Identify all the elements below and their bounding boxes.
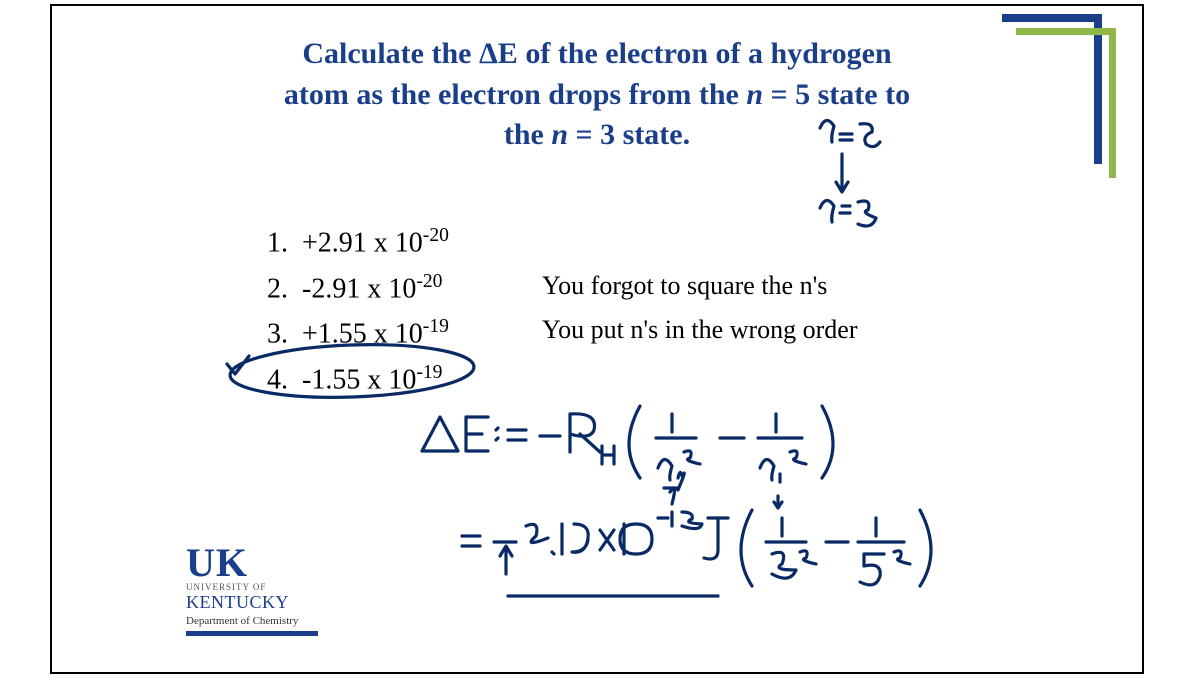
- q-line2-pre: atom as the electron drops from the: [284, 78, 746, 111]
- logo-bar: [186, 631, 318, 636]
- q-line3-pre: the: [504, 118, 552, 151]
- q-line3-post: = 3 state.: [568, 118, 690, 151]
- logo-ky: KENTUCKY: [186, 592, 318, 613]
- q-n1: n: [746, 78, 763, 111]
- uk-logo: UK UNIVERSITY OF KENTUCKY Department of …: [186, 539, 318, 636]
- corner-accent: [1004, 14, 1124, 174]
- answer-1: 1. +2.91 x 10-20: [267, 221, 449, 265]
- q-n2: n: [551, 118, 568, 151]
- answer-list: 1. +2.91 x 10-20 2. -2.91 x 10-20 3. +1.…: [267, 221, 449, 404]
- logo-uk: UK: [186, 539, 318, 586]
- feedback-1: You forgot to square the n's: [542, 264, 857, 308]
- q-line1-pre: Calculate the: [302, 37, 479, 70]
- feedback-block: You forgot to square the n's You put n's…: [542, 264, 857, 352]
- slide-frame: Calculate the ΔE of the electron of a hy…: [50, 4, 1144, 674]
- hand-eq-1: [422, 406, 833, 508]
- q-delta: ΔE: [479, 37, 518, 70]
- logo-dept: Department of Chemistry: [186, 615, 318, 627]
- q-line1-post: of the electron of a hydrogen: [518, 37, 892, 70]
- hand-eq-2: [462, 510, 931, 596]
- feedback-2: You put n's in the wrong order: [542, 308, 857, 352]
- question-text: Calculate the ΔE of the electron of a hy…: [202, 34, 992, 156]
- answer-2: 2. -2.91 x 10-20: [267, 267, 449, 311]
- hand-n3: [820, 200, 876, 226]
- q-line2-eq: = 5 state to: [763, 78, 910, 111]
- answer-4: 4. -1.55 x 10-19: [267, 358, 449, 402]
- answer-3: 3. +1.55 x 10-19: [267, 312, 449, 356]
- logo-univ: UNIVERSITY OF: [186, 582, 318, 592]
